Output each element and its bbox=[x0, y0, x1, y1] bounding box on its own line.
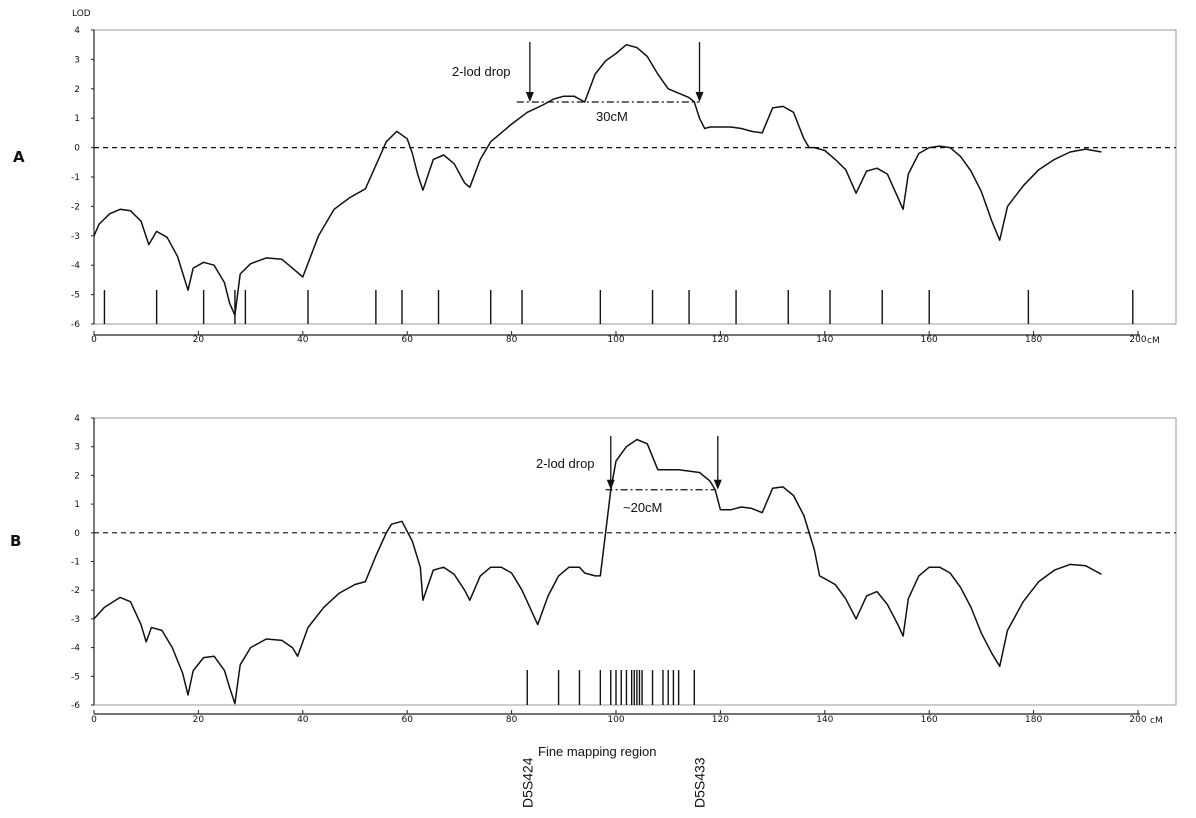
panel-b-y-tick-label: -1 bbox=[71, 558, 80, 568]
panel-a-interval-label: 30cM bbox=[596, 109, 628, 124]
panel-b-x-tick-label: 80 bbox=[506, 715, 518, 725]
panel-a-x-tick-label: 40 bbox=[297, 335, 309, 345]
panel-b-drop-arrow-head bbox=[606, 479, 615, 490]
panel-b-lod-drop-label: 2-lod drop bbox=[536, 456, 595, 471]
panel-a-drop-arrow-head bbox=[695, 92, 704, 103]
panel-a-y-tick-label: 3 bbox=[74, 55, 80, 65]
panel-a-x-tick-label: 100 bbox=[607, 335, 624, 345]
panel-b-x-tick-label: 20 bbox=[193, 715, 205, 725]
flanking-marker-label: D5S424 bbox=[519, 757, 535, 808]
panel-b-y-tick-label: 4 bbox=[74, 414, 80, 424]
flanking-marker-label: D5S433 bbox=[692, 757, 708, 808]
panel-a-y-tick-label: 1 bbox=[74, 114, 80, 124]
panel-a-lod-curve bbox=[93, 43, 1102, 316]
panel-a-xunit: cM bbox=[1147, 336, 1160, 346]
panel-a-y-tick-label: -3 bbox=[71, 232, 80, 242]
panel-a-x-tick-label: 200 bbox=[1129, 335, 1146, 345]
panel-b-x-tick-label: 0 bbox=[91, 715, 97, 725]
panel-b-lod-curve bbox=[93, 438, 1102, 705]
panel-b-y-tick-label: 1 bbox=[74, 500, 80, 510]
panel-b-plot-frame bbox=[93, 417, 1177, 706]
panel-a-y-tick-label: -2 bbox=[71, 202, 80, 212]
panel-b-y-tick-label: 3 bbox=[74, 443, 80, 453]
panel-a-label: A bbox=[13, 148, 25, 166]
panel-a-y-tick-label: -6 bbox=[71, 320, 80, 330]
panel-b-y-tick-label: -3 bbox=[71, 615, 80, 625]
panel-a-x-tick-label: 0 bbox=[91, 335, 97, 345]
panel-b-interval-label: ~20cM bbox=[623, 500, 662, 515]
panel-b-x-tick-label: 40 bbox=[297, 715, 309, 725]
panel-a: A LOD cM 2-lod drop 30cM 4 3 2 1 0 -1 -2 -3 -4 -5… bbox=[13, 9, 1177, 346]
panel-a-y-tick-label: -4 bbox=[71, 261, 80, 271]
panel-a-x-tick-label: 60 bbox=[401, 335, 413, 345]
panel-a-x-tick-label: 180 bbox=[1025, 335, 1042, 345]
panel-b: B cM 2-lod drop ~20cM Fine mapping regio… bbox=[10, 414, 1177, 808]
panel-a-drop-arrow-head bbox=[525, 92, 534, 103]
panel-b-y-tick-label: -5 bbox=[71, 672, 80, 682]
panel-b-y-tick-label: -4 bbox=[71, 644, 80, 654]
panel-a-y-tick-label: -1 bbox=[71, 173, 80, 183]
panel-b-x-tick-label: 140 bbox=[816, 715, 833, 725]
panel-a-y-tick-label: 2 bbox=[74, 85, 80, 95]
panel-b-x-tick-label: 60 bbox=[401, 715, 413, 725]
panel-b-xunit: cM bbox=[1150, 716, 1163, 726]
panel-a-x-tick-label: 140 bbox=[816, 335, 833, 345]
fine-mapping-region-label: Fine mapping region bbox=[538, 744, 657, 759]
panel-a-x-tick-label: 80 bbox=[506, 335, 518, 345]
panel-a-y-tick-label: 0 bbox=[74, 144, 80, 154]
panel-b-y-tick-label: -6 bbox=[71, 701, 80, 711]
panel-b-x-tick-label: 120 bbox=[712, 715, 729, 725]
panel-b-x-tick-label: 100 bbox=[607, 715, 624, 725]
panel-a-x-tick-label: 120 bbox=[712, 335, 729, 345]
panel-a-y-tick-label: 4 bbox=[74, 26, 80, 36]
panel-a-plot-frame bbox=[93, 29, 1177, 325]
panel-a-ylabel: LOD bbox=[72, 9, 91, 19]
panel-a-x-tick-label: 160 bbox=[921, 335, 938, 345]
panel-b-x-tick-label: 200 bbox=[1129, 715, 1146, 725]
panel-b-y-tick-label: -2 bbox=[71, 586, 80, 596]
panel-a-y-tick-label: -5 bbox=[71, 291, 80, 301]
panel-b-y-tick-label: 0 bbox=[74, 529, 80, 539]
panel-b-x-tick-label: 180 bbox=[1025, 715, 1042, 725]
panel-b-x-tick-label: 160 bbox=[921, 715, 938, 725]
panel-a-x-tick-label: 20 bbox=[193, 335, 205, 345]
panel-a-lod-drop-label: 2-lod drop bbox=[452, 64, 511, 79]
panel-b-drop-arrow-head bbox=[713, 479, 722, 490]
panel-b-y-tick-label: 2 bbox=[74, 471, 80, 481]
panel-b-label: B bbox=[10, 532, 21, 550]
